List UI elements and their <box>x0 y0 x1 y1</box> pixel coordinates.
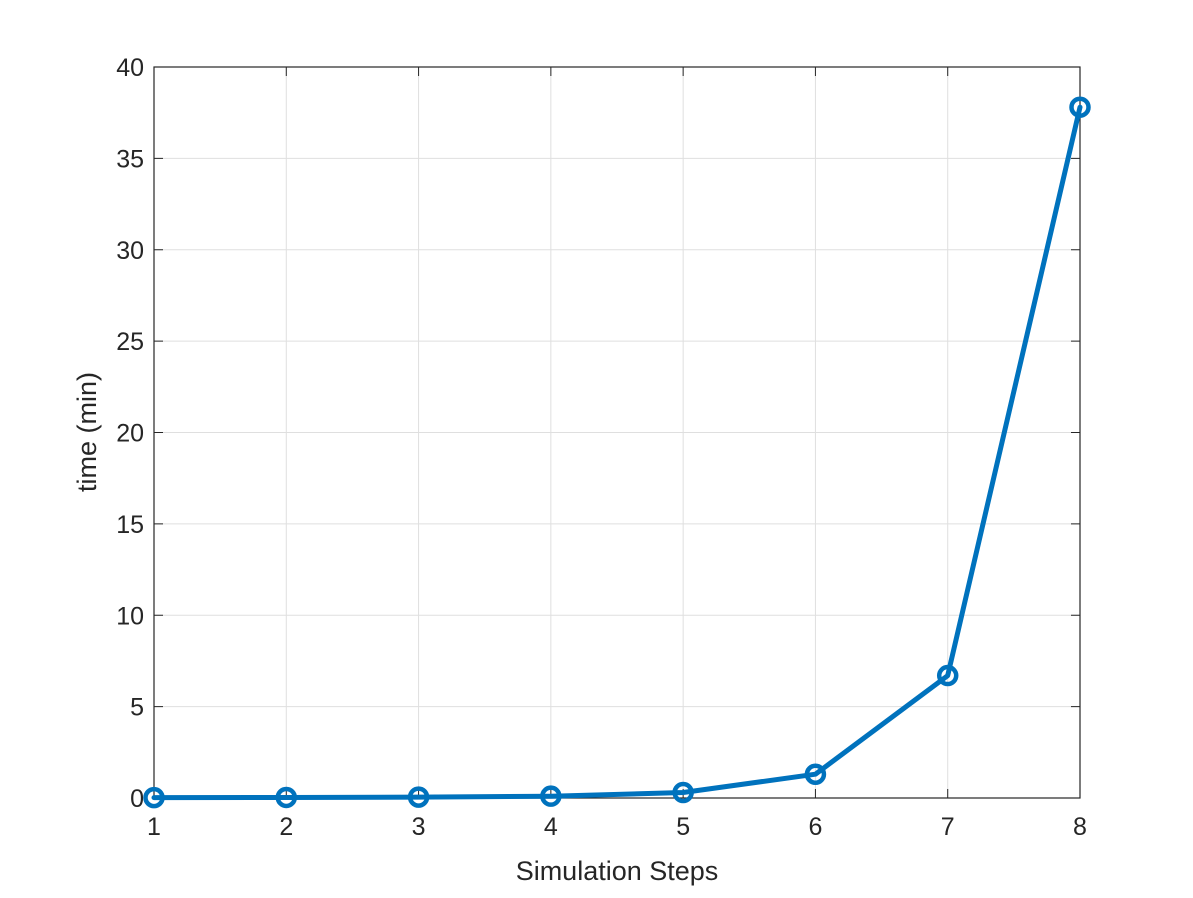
data-point-marker <box>407 786 430 808</box>
y-tick-label: 35 <box>116 145 144 173</box>
y-axis-title: time (min) <box>72 372 102 492</box>
x-tick-label: 8 <box>1073 813 1087 841</box>
x-tick-label: 2 <box>279 813 293 841</box>
y-tick-label: 10 <box>116 602 144 630</box>
x-tick-label: 7 <box>941 813 955 841</box>
x-tick-label: 1 <box>147 813 161 841</box>
x-tick-label: 5 <box>676 813 690 841</box>
data-point-marker <box>1069 96 1091 118</box>
data-point-marker <box>540 785 562 807</box>
y-tick-label: 40 <box>116 54 144 82</box>
data-point-marker <box>143 786 165 809</box>
data-point-marker <box>804 763 827 785</box>
x-tick-labels: 1 2 3 4 5 6 7 8 <box>147 813 1087 841</box>
y-tick-label: 15 <box>116 511 144 539</box>
y-tick-label: 30 <box>116 237 144 265</box>
y-tick-label: 25 <box>116 328 144 356</box>
series <box>143 96 1091 809</box>
data-point-marker <box>672 781 694 804</box>
x-axis-title: Simulation Steps <box>516 856 719 886</box>
y-tick-label: 0 <box>130 785 144 813</box>
data-point-marker <box>275 786 298 809</box>
y-tick-labels: 0 5 10 15 20 25 30 35 40 <box>116 54 144 813</box>
data-point-marker <box>936 664 959 687</box>
x-tick-label: 4 <box>544 813 558 841</box>
y-tick-label: 20 <box>116 420 144 448</box>
grid-lines <box>154 67 1080 798</box>
y-tick-label: 5 <box>130 694 144 722</box>
x-tick-label: 3 <box>412 813 426 841</box>
series-line <box>151 104 1083 801</box>
x-tick-label: 6 <box>808 813 822 841</box>
